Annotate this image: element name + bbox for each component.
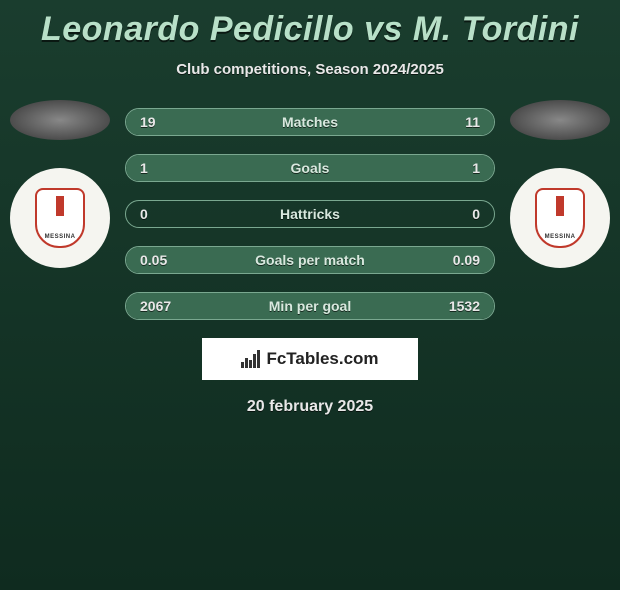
stat-fill-right: [310, 155, 494, 181]
stat-value-left: 1: [140, 160, 148, 176]
player-avatar-left-placeholder: [10, 100, 110, 140]
club-badge-left: MESSINA: [10, 168, 110, 268]
stat-value-left: 0: [140, 206, 148, 222]
shield-icon: MESSINA: [35, 188, 85, 248]
stat-row: 19 Matches 11: [125, 108, 495, 136]
stat-value-left: 0.05: [140, 252, 167, 268]
stat-label: Matches: [282, 114, 338, 130]
stat-value-right: 1532: [449, 298, 480, 314]
stat-row: 1 Goals 1: [125, 154, 495, 182]
fctables-brand: FcTables.com: [202, 338, 418, 380]
comparison-subtitle: Club competitions, Season 2024/2025: [0, 61, 620, 78]
stat-value-right: 0.09: [453, 252, 480, 268]
club-name-left: MESSINA: [45, 234, 76, 240]
bar-chart-icon: [241, 350, 260, 368]
stat-value-right: 1: [472, 160, 480, 176]
stats-table: 19Matches111Goals10Hattricks00.05Goals p…: [125, 108, 495, 320]
comparison-date: 20 february 2025: [0, 398, 620, 416]
brand-text: FcTables.com: [266, 349, 378, 369]
shield-icon: MESSINA: [535, 188, 585, 248]
stat-label: Min per goal: [269, 298, 351, 314]
stat-label: Goals: [291, 160, 330, 176]
club-name-right: MESSINA: [545, 234, 576, 240]
stat-row: 2067 Min per goal 1532: [125, 292, 495, 320]
stat-value-right: 0: [472, 206, 480, 222]
stat-value-right: 11: [465, 114, 480, 130]
stat-label: Hattricks: [280, 206, 340, 222]
comparison-content: MESSINA MESSINA 19Matches111Goals10Hattr…: [0, 108, 620, 320]
player-avatar-right-placeholder: [510, 100, 610, 140]
stat-label: Goals per match: [255, 252, 365, 268]
stat-value-left: 2067: [140, 298, 171, 314]
stat-fill-left: [126, 155, 310, 181]
stat-row: 0 Hattricks 0: [125, 200, 495, 228]
club-badge-right: MESSINA: [510, 168, 610, 268]
stat-value-left: 19: [140, 114, 156, 130]
comparison-title: Leonardo Pedicillo vs M. Tordini: [0, 10, 620, 49]
stat-row: 0.05 Goals per match 0.09: [125, 246, 495, 274]
